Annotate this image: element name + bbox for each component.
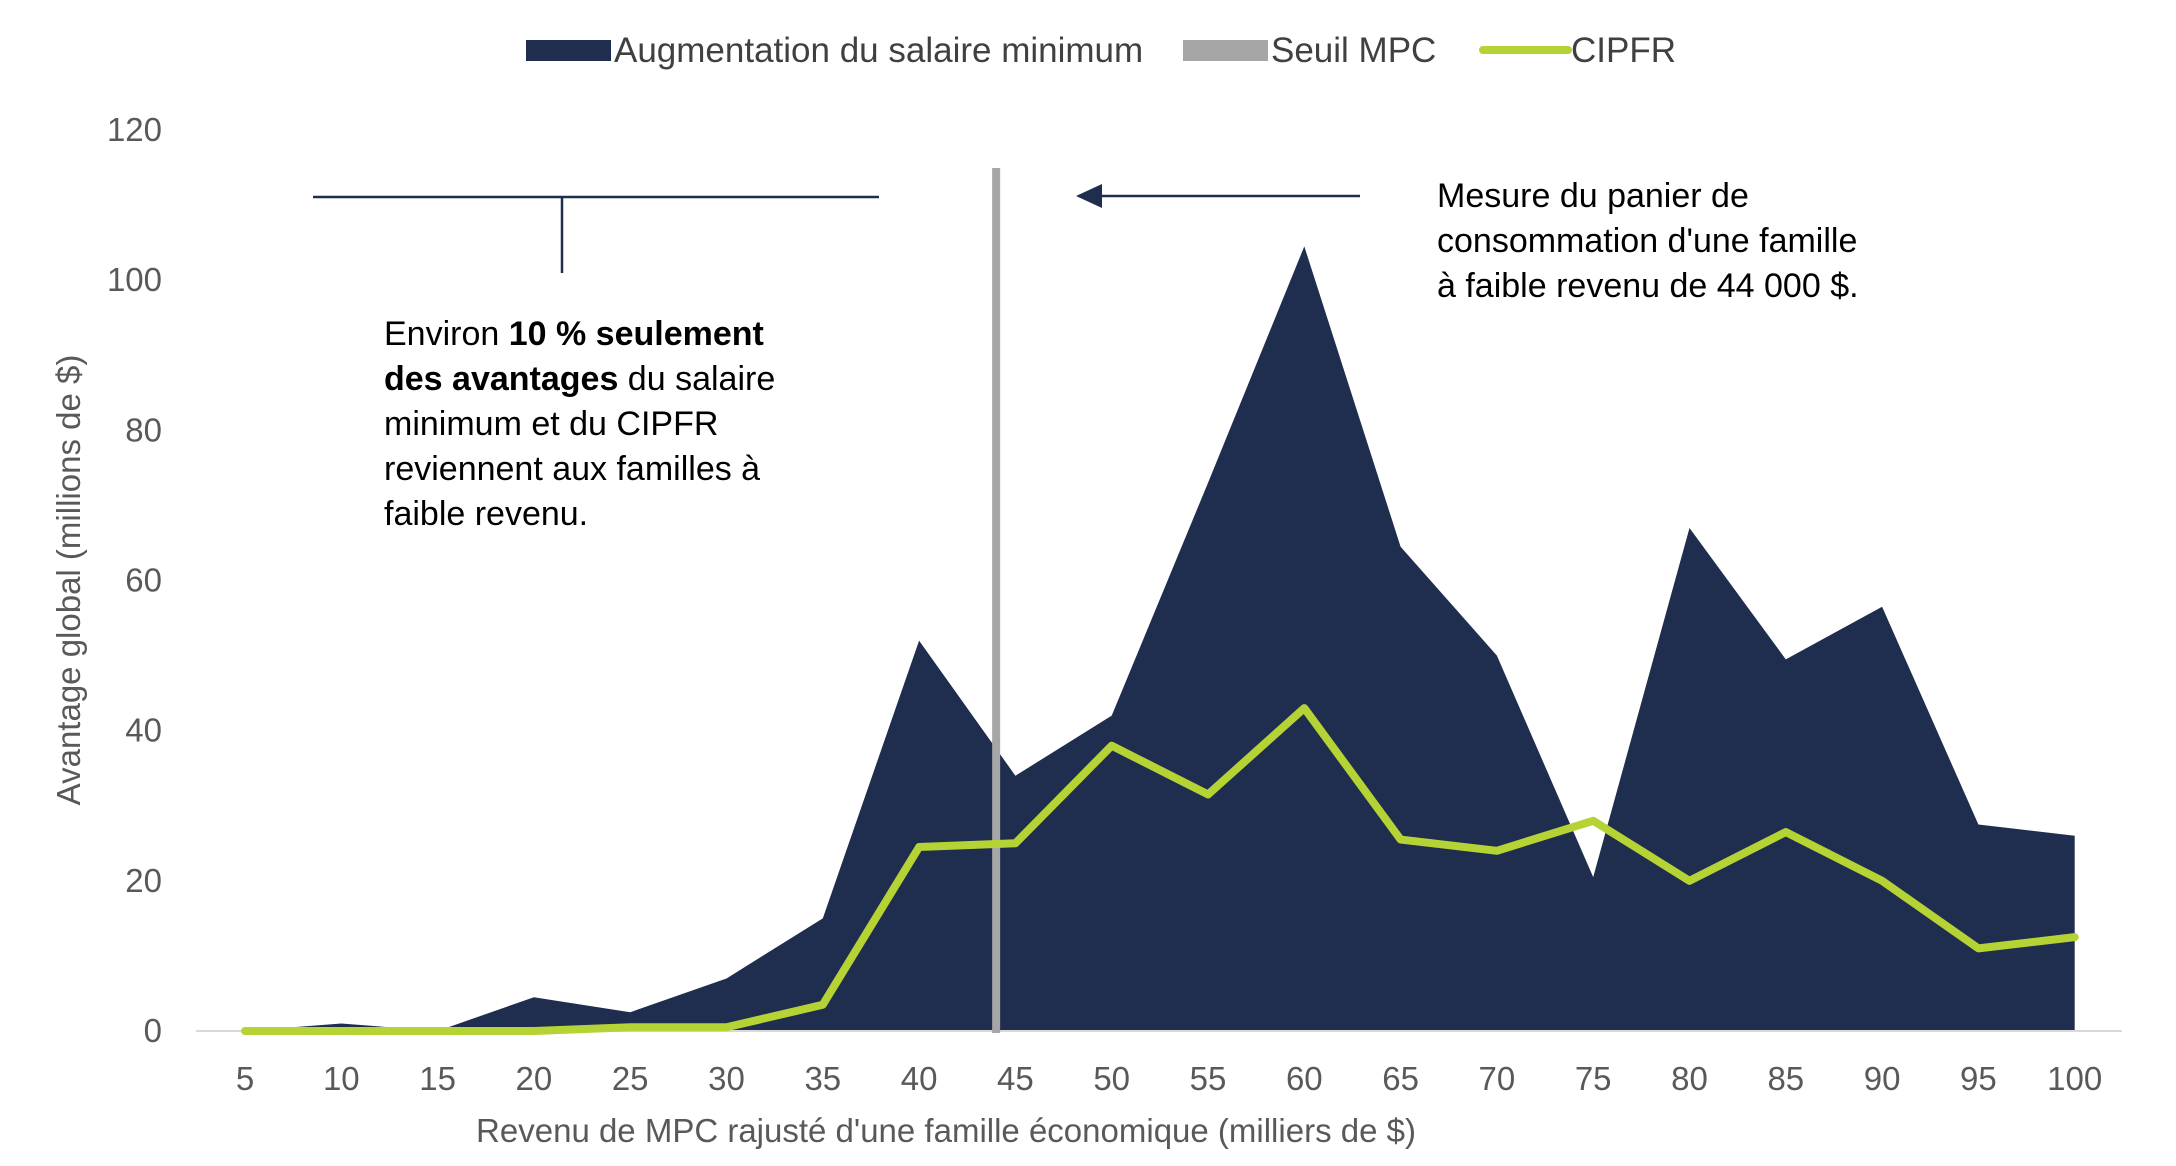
y-tick-label: 0 [144, 1012, 162, 1049]
x-tick-label: 95 [1960, 1060, 1997, 1097]
x-tick-label: 35 [804, 1060, 841, 1097]
arrow-head-icon [1076, 184, 1102, 208]
y-tick-label: 100 [107, 261, 162, 298]
x-tick-label: 45 [997, 1060, 1034, 1097]
x-tick-label: 80 [1671, 1060, 1708, 1097]
annotation-left-line: faible revenu. [384, 495, 588, 533]
annotation-right-line: Mesure du panier de [1437, 177, 1749, 215]
y-tick-label: 60 [125, 562, 162, 599]
y-axis-title: Avantage global (millions de $) [50, 355, 87, 806]
legend-label: CIPFR [1571, 31, 1676, 70]
plot-area [196, 168, 2122, 1035]
x-tick-label: 40 [901, 1060, 938, 1097]
x-tick-label: 75 [1575, 1060, 1612, 1097]
x-axis-title: Revenu de MPC rajusté d'une famille écon… [476, 1112, 1416, 1149]
annotation-left-line: minimum et du CIPFR [384, 405, 718, 443]
annotation-right-line: à faible revenu de 44 000 $. [1437, 267, 1859, 305]
x-tick-label: 50 [1093, 1060, 1130, 1097]
x-tick-label: 70 [1479, 1060, 1516, 1097]
x-tick-label: 10 [323, 1060, 360, 1097]
legend-swatch [1183, 40, 1268, 61]
x-tick-label: 15 [419, 1060, 456, 1097]
legend-label: Augmentation du salaire minimum [614, 31, 1143, 70]
x-tick-label: 30 [708, 1060, 745, 1097]
x-tick-label: 5 [236, 1060, 254, 1097]
y-tick-label: 20 [125, 862, 162, 899]
x-tick-label: 60 [1286, 1060, 1323, 1097]
legend: Augmentation du salaire minimum Seuil MPC… [526, 31, 1676, 70]
series-line-cipfr [241, 704, 2079, 1035]
x-tick-label: 25 [612, 1060, 649, 1097]
annotations: Environ 10 % seulement des avantages du s… [313, 177, 1859, 533]
legend-label: Seuil MPC [1271, 31, 1436, 70]
annotation-right-line: consommation d'une famille [1437, 222, 1857, 260]
annotation-left-line: des avantages du salaire [384, 360, 775, 398]
legend-swatch [526, 40, 611, 61]
x-tick-label: 65 [1382, 1060, 1419, 1097]
x-tick-label: 90 [1864, 1060, 1901, 1097]
x-tick-label: 55 [1190, 1060, 1227, 1097]
annotation-left-line: reviennent aux familles à [384, 450, 760, 488]
x-tick-label: 100 [2047, 1060, 2102, 1097]
y-tick-label: 120 [107, 111, 162, 148]
x-tick-label: 20 [516, 1060, 553, 1097]
y-axis: 0 20 40 60 80 100 120 [107, 111, 162, 1049]
x-axis: 5 10 15 20 25 30 35 40 45 50 55 60 65 70 75 80 85 90 95 100 [236, 1060, 2102, 1097]
annotation-left-line: Environ 10 % seulement [384, 315, 764, 353]
y-tick-label: 40 [125, 712, 162, 749]
x-tick-label: 85 [1767, 1060, 1804, 1097]
y-tick-label: 80 [125, 411, 162, 448]
